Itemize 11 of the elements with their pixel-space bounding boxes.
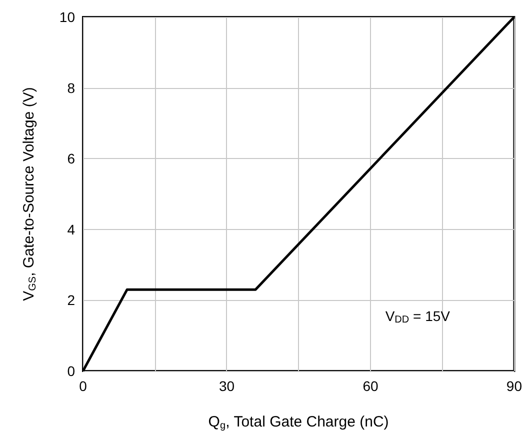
x-tick-label: 60 [362, 378, 378, 394]
x-tick-label: 0 [79, 378, 88, 394]
y-tick-label: 2 [67, 292, 76, 308]
y-tick-label: 4 [67, 221, 76, 238]
y-tick-label: 10 [59, 9, 76, 25]
y-tick-label: 6 [67, 150, 76, 167]
y-tick-label: 0 [67, 363, 76, 379]
x-tick-label: 30 [218, 378, 235, 394]
y-tick-label: 8 [67, 80, 76, 96]
x-tick-label: 90 [506, 378, 522, 394]
y-axis-title: VGS, Gate-to-Source Voltage (V) [20, 87, 38, 301]
